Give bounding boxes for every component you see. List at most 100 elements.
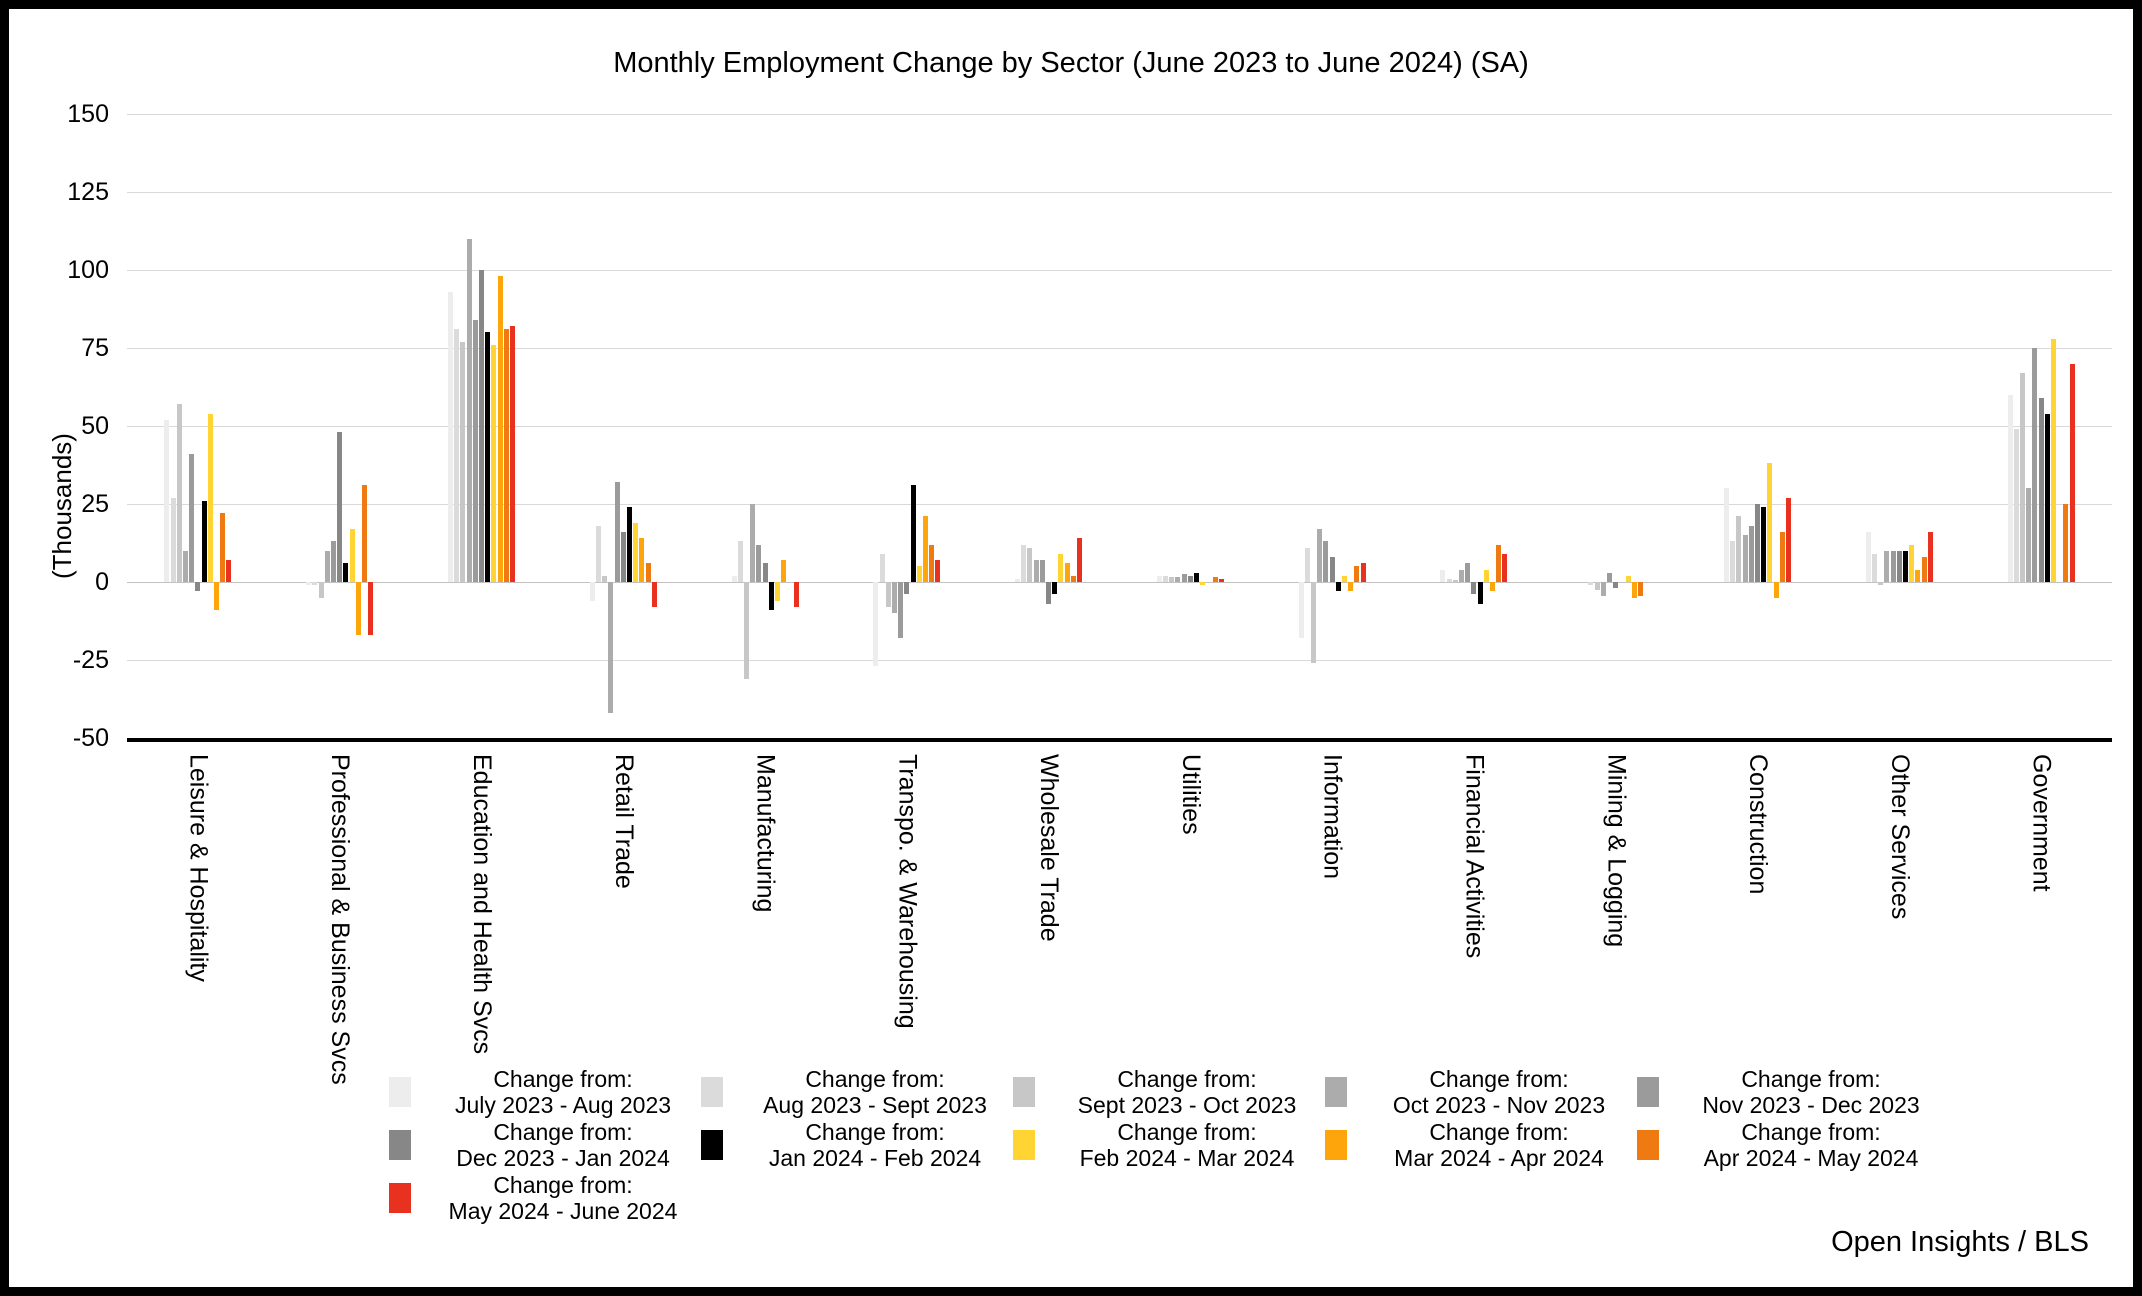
bar [170,497,176,582]
bar [220,513,226,582]
legend-entry: Change from: Mar 2024 - Apr 2024 [1325,1118,1637,1171]
y-tick-label: -25 [72,646,109,674]
bar [1317,528,1323,582]
y-tick-label: 25 [81,490,109,518]
bar [2019,372,2025,582]
legend-period: Nov 2023 - Dec 2023 [1702,1091,1920,1118]
bar [472,319,478,582]
legend-label: Change from: Feb 2024 - Mar 2024 [1049,1119,1325,1171]
bar [1311,582,1317,664]
legend-label: Change from: Jan 2024 - Feb 2024 [737,1119,1013,1171]
bar [1304,547,1310,582]
bar [589,582,595,601]
gridline [127,348,2112,349]
legend-swatch [701,1129,723,1160]
x-axis-label: Education and Health Svcs [467,754,496,1055]
legend-period: July 2023 - Aug 2023 [454,1091,672,1118]
bar [633,522,639,582]
bar [1046,582,1052,604]
bar [1903,550,1908,582]
legend-change-from: Change from: [493,1065,633,1092]
legend-swatch [1637,1076,1659,1107]
bar [1033,560,1039,582]
bar-group [694,114,836,738]
y-tick-label: 50 [81,412,109,440]
bar [1786,497,1792,582]
gridline [127,270,2112,271]
legend-change-from: Change from: [1429,1118,1569,1145]
bar [1779,532,1785,582]
legend-period: Dec 2023 - Jan 2024 [456,1144,670,1171]
legend-label: Change from: Nov 2023 - Dec 2023 [1673,1066,1949,1118]
bar [2032,348,2038,582]
bar [355,582,361,636]
bar [189,454,195,582]
legend-change-from: Change from: [1117,1118,1257,1145]
legend-change-from: Change from: [805,1065,945,1092]
bar [1459,569,1465,582]
chart-title: Monthly Employment Change by Sector (Jun… [613,47,1529,79]
y-tick-label: 0 [95,568,109,596]
bar [1169,577,1175,582]
bar-group [411,114,553,738]
legend-change-from: Change from: [805,1118,945,1145]
legend-label: Change from: Sept 2023 - Oct 2023 [1049,1066,1325,1118]
bar [1021,544,1027,582]
bar [1335,582,1341,592]
legend-label: Change from: Mar 2024 - Apr 2024 [1361,1119,1637,1171]
legend-change-from: Change from: [1741,1065,1881,1092]
bar [768,582,774,611]
bar [1872,553,1877,582]
bar [626,507,632,582]
bar [1490,582,1496,592]
bar [1625,575,1631,582]
legend-entry: Change from: Feb 2024 - Mar 2024 [1013,1118,1325,1171]
x-axis-label: Professional & Business Svcs [326,754,355,1085]
legend-entry: Change from: Dec 2023 - Jan 2024 [389,1118,701,1171]
bar-group [269,114,411,738]
bar [1323,541,1329,582]
legend-row: Change from: Dec 2023 - Jan 2024 Change fr… [389,1118,1949,1171]
footer-credit: Open Insights / BLS [1831,1226,2089,1258]
bar [1865,532,1871,582]
bar-group [978,114,1120,738]
legend-entry: Change from: July 2023 - Aug 2023 [389,1065,701,1118]
bar [201,500,207,582]
bar [756,544,762,582]
bar [916,566,922,582]
legend-entry: Change from: Nov 2023 - Dec 2023 [1637,1065,1949,1118]
x-axis-label: Wholesale Trade [1035,754,1064,942]
bar [1027,547,1033,582]
bar [2013,429,2019,582]
bar [318,582,324,598]
legend-entry: Change from: Aug 2023 - Sept 2023 [701,1065,1013,1118]
bar [361,485,367,582]
bar-group [836,114,978,738]
y-tick-label: 100 [67,256,109,284]
bar [1761,507,1767,582]
bar [1736,516,1742,582]
bar [182,550,188,582]
bar [2063,504,2069,582]
bar [1348,582,1354,592]
bar [460,341,466,582]
bar [478,270,484,582]
bar [602,575,608,582]
bar [1884,550,1890,582]
legend-period: Jan 2024 - Feb 2024 [768,1144,982,1171]
bar [195,582,201,592]
bar [1890,550,1896,582]
x-axis-label: Mining & Logging [1602,754,1631,948]
bar [922,516,928,582]
x-axis-label: Transpo. & Warehousing [893,754,922,1029]
bar [731,575,737,582]
bar [1767,463,1773,582]
legend-period: Sept 2023 - Oct 2023 [1077,1091,1297,1118]
bar [1502,553,1508,582]
x-axis-label: Construction [1744,754,1773,895]
bar [343,563,349,582]
bar [1915,569,1921,582]
y-tick-label: 125 [67,178,109,206]
bar [1175,577,1181,582]
